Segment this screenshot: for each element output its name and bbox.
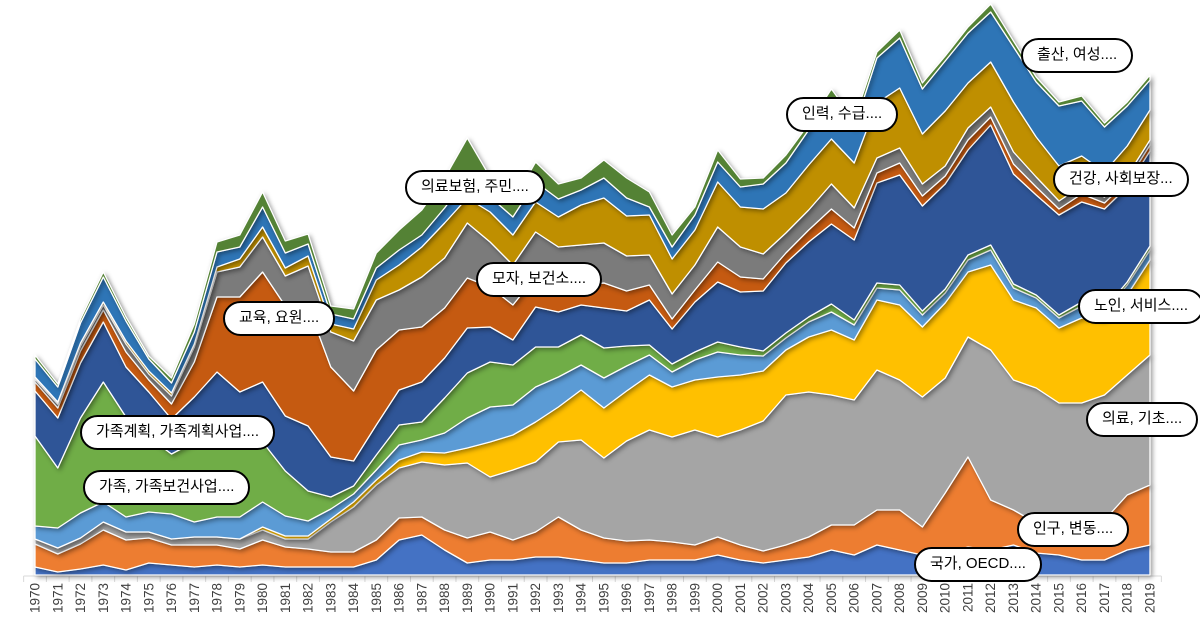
x-axis-label-1990: 1990	[483, 583, 498, 613]
x-axis-label-1972: 1972	[73, 583, 88, 613]
x-axis-label-1996: 1996	[619, 583, 634, 613]
x-axis-label-1985: 1985	[369, 583, 384, 613]
x-axis-label-2016: 2016	[1074, 583, 1089, 613]
x-axis-label-1974: 1974	[119, 583, 134, 614]
x-axis-label-2000: 2000	[710, 583, 725, 613]
x-axis-label-1971: 1971	[50, 583, 65, 613]
x-axis-label-2007: 2007	[869, 583, 884, 613]
x-axis-label-2002: 2002	[756, 583, 771, 613]
x-axis-label-1998: 1998	[665, 583, 680, 613]
x-axis	[23, 575, 1162, 582]
x-axis-label-1986: 1986	[392, 583, 407, 613]
x-axis-label-1999: 1999	[687, 583, 702, 613]
x-axis-label-1989: 1989	[460, 583, 475, 613]
x-axis-label-2011: 2011	[960, 583, 975, 612]
x-axis-label-1992: 1992	[528, 583, 543, 613]
x-axis-label-1981: 1981	[278, 583, 293, 613]
x-axis-label-2005: 2005	[824, 583, 839, 613]
x-axis-label-1970: 1970	[28, 583, 43, 613]
x-axis-label-2017: 2017	[1097, 583, 1112, 613]
x-axis-label-2004: 2004	[801, 583, 816, 614]
x-axis-label-1979: 1979	[232, 583, 247, 613]
x-axis-label-1987: 1987	[414, 583, 429, 613]
x-axis-label-2013: 2013	[1006, 583, 1021, 613]
x-axis-label-2001: 2001	[733, 583, 748, 613]
x-axis-label-1977: 1977	[187, 583, 202, 613]
area-band-birth-women	[34, 3, 1151, 388]
x-axis-label-2003: 2003	[778, 583, 793, 613]
x-axis-label-1993: 1993	[551, 583, 566, 613]
x-axis-label-1997: 1997	[642, 583, 657, 613]
x-axis-label-1980: 1980	[255, 583, 270, 613]
x-axis-label-2015: 2015	[1051, 583, 1066, 613]
x-axis-label-1975: 1975	[141, 583, 156, 613]
x-axis-label-2018: 2018	[1120, 583, 1135, 613]
x-axis-labels: 1970 1971 1972 1973 1974 1975 1976 1977 1978 1979…	[28, 583, 1158, 614]
x-axis-label-1988: 1988	[437, 583, 452, 613]
x-axis-label-1995: 1995	[596, 583, 611, 613]
x-axis-label-1983: 1983	[323, 583, 338, 613]
x-axis-label-2006: 2006	[847, 583, 862, 613]
x-axis-label-1976: 1976	[164, 583, 179, 613]
x-axis-label-2014: 2014	[1029, 583, 1044, 614]
x-axis-label-2019: 2019	[1143, 583, 1158, 613]
x-axis-label-1982: 1982	[301, 583, 316, 613]
x-axis-label-1994: 1994	[574, 583, 589, 614]
area-bands	[34, 3, 1151, 576]
x-axis-label-2012: 2012	[983, 583, 998, 613]
x-axis-label-1973: 1973	[96, 583, 111, 613]
x-axis-label-2010: 2010	[938, 583, 953, 613]
x-axis-label-2008: 2008	[892, 583, 907, 613]
x-axis-label-2009: 2009	[915, 583, 930, 613]
x-axis-label-1978: 1978	[210, 583, 225, 613]
x-axis-label-1991: 1991	[505, 583, 520, 613]
x-axis-label-1984: 1984	[346, 583, 361, 614]
